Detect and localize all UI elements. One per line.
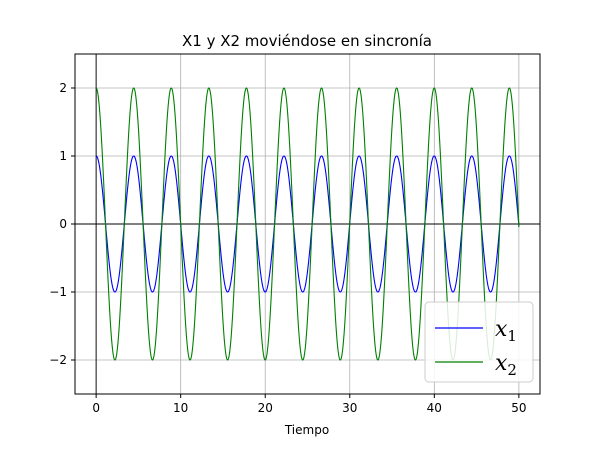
x-tick-label: 40 — [427, 401, 442, 415]
x-tick-label: 0 — [92, 401, 100, 415]
x-tick-label: 20 — [258, 401, 273, 415]
x-tick-label: 30 — [342, 401, 357, 415]
x-axis-label: Tiempo — [284, 423, 329, 437]
ticks: 0 10 20 30 40 50 −2 −1 0 1 2 — [49, 81, 526, 415]
y-tick-label: 0 — [59, 217, 67, 231]
y-tick-label: 2 — [59, 81, 67, 95]
x-tick-label: 10 — [173, 401, 188, 415]
y-tick-label: 1 — [59, 149, 67, 163]
chart-title: X1 y X2 moviéndose en sincronía — [182, 32, 432, 50]
y-tick-label: −1 — [49, 285, 67, 299]
series-line-1 — [95, 155, 520, 293]
y-tick-label: −2 — [49, 353, 67, 367]
x-tick-label: 50 — [511, 401, 526, 415]
